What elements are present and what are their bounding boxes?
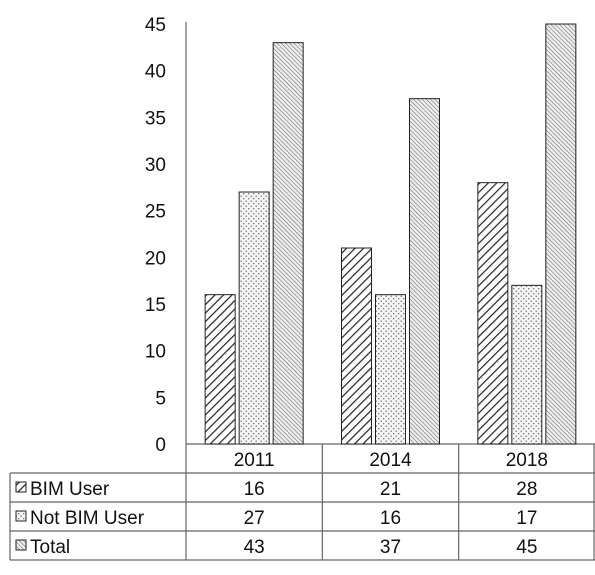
- category-label-2014: 2014: [369, 450, 412, 471]
- category-label-2011: 2011: [234, 450, 275, 471]
- bar-bim-user-2018: [477, 182, 509, 445]
- legend-key-bim-user: [15, 481, 27, 493]
- data-label-not-bim-user-2018: 17: [516, 508, 537, 529]
- legend-key-total: [15, 539, 27, 551]
- legend-key-not-bim-user: [15, 510, 27, 522]
- bar-bim-user-2014: [341, 247, 372, 445]
- y-tick-15: 15: [145, 295, 166, 316]
- y-tick-20: 20: [145, 248, 166, 269]
- y-tick-25: 25: [145, 202, 166, 223]
- bar-total-2014: [409, 98, 440, 445]
- y-tick-5: 5: [155, 388, 166, 409]
- y-tick-10: 10: [145, 342, 166, 363]
- data-table: 2011 2014 2018 BIM User 16 21 28 Not BIM User 27…: [15, 450, 548, 558]
- y-tick-40: 40: [145, 62, 166, 83]
- data-label-bim-user-2011: 16: [244, 479, 265, 500]
- y-axis: 0 5 10 15 20 25 30 35 40 45: [145, 15, 166, 456]
- bar-not-bim-user-2014: [375, 294, 406, 445]
- y-tick-30: 30: [145, 155, 166, 176]
- bar-bim-user-2011: [204, 294, 236, 445]
- legend-label-not-bim-user: Not BIM User: [30, 508, 145, 529]
- y-tick-45: 45: [145, 15, 166, 36]
- bars: [204, 23, 577, 445]
- bar-not-bim-user-2018: [511, 284, 543, 445]
- legend-label-bim-user: BIM User: [30, 479, 110, 500]
- data-label-total-2018: 45: [516, 537, 537, 558]
- data-label-bim-user-2018: 28: [516, 479, 537, 500]
- data-label-total-2014: 37: [380, 537, 401, 558]
- y-tick-0: 0: [155, 435, 166, 456]
- bar-total-2011: [272, 42, 304, 445]
- data-label-total-2011: 43: [244, 537, 265, 558]
- data-label-bim-user-2014: 21: [380, 479, 401, 500]
- data-label-not-bim-user-2011: 27: [244, 508, 265, 529]
- legend-label-total: Total: [30, 537, 70, 558]
- data-label-not-bim-user-2014: 16: [380, 508, 401, 529]
- bar-not-bim-user-2011: [238, 191, 270, 445]
- category-label-2018: 2018: [506, 450, 548, 471]
- y-tick-35: 35: [145, 108, 166, 129]
- bar-total-2018: [545, 23, 577, 445]
